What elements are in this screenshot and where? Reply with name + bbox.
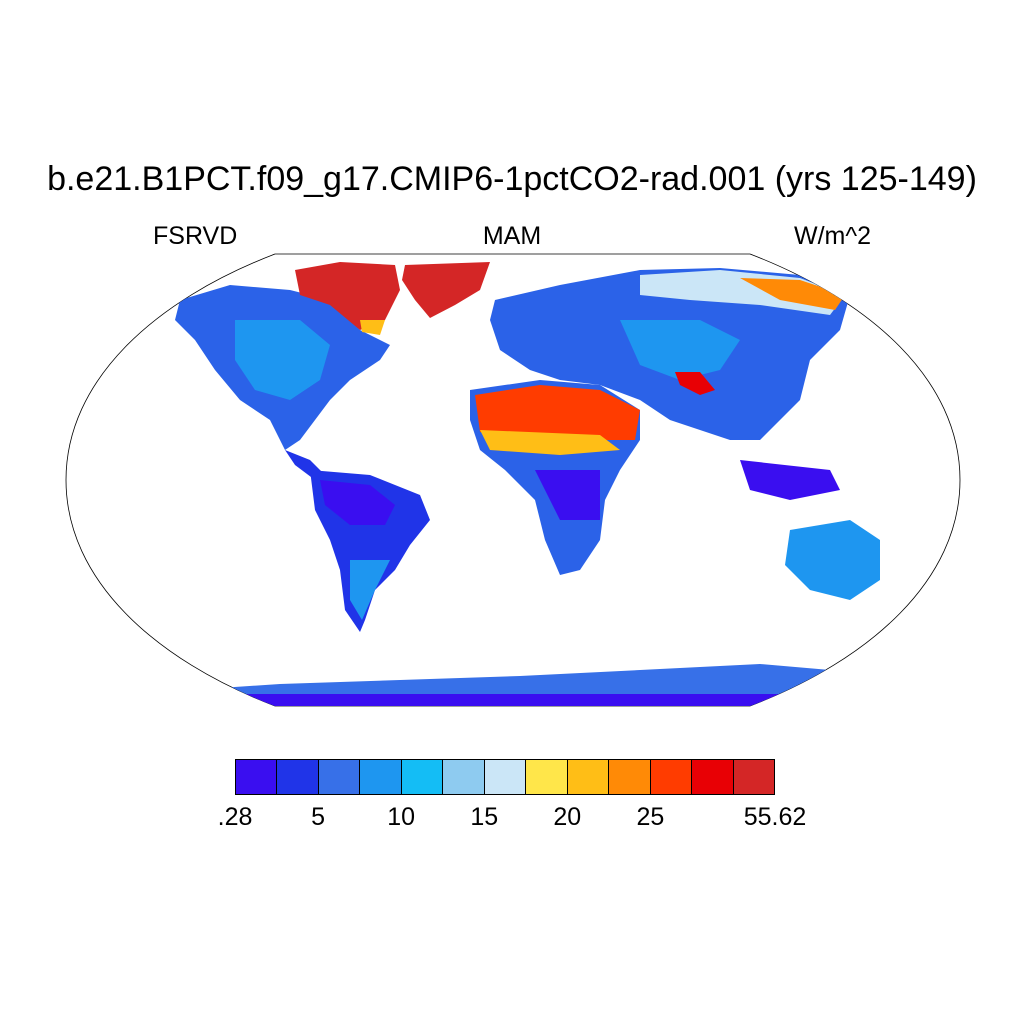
colorbar-box: [484, 760, 527, 794]
congo: [535, 470, 600, 520]
colorbar: [235, 759, 775, 795]
colorbar-tick-label: 25: [636, 803, 665, 831]
antarctica-coast: [220, 694, 830, 706]
colorbar-box: [236, 760, 278, 794]
colorbar-tick-label: 55.62: [743, 803, 807, 831]
season-label: MAM: [482, 222, 542, 250]
units-label: W/m^2: [793, 222, 871, 250]
colorbar-tick-label: 10: [387, 803, 416, 831]
colorbar-box: [443, 760, 485, 794]
colorbar-box: [609, 760, 651, 794]
tibet-hot: [675, 372, 715, 395]
siberia-hot: [740, 278, 845, 310]
greenland: [402, 262, 490, 318]
south-america-core: [320, 480, 395, 525]
colorbar-tick-label: 5: [311, 803, 326, 831]
north-america-interior: [235, 320, 330, 400]
australia: [785, 520, 880, 600]
colorbar-box: [318, 760, 361, 794]
colorbar-tick-label: .28: [217, 803, 253, 831]
indonesia: [740, 460, 840, 500]
plot-title: b.e21.B1PCT.f09_g17.CMIP6-1pctCO2-rad.00…: [47, 160, 977, 198]
south-america-south: [350, 560, 390, 620]
canadian-arctic: [295, 262, 400, 330]
colorbar-box: [526, 760, 568, 794]
sahara: [475, 385, 640, 440]
colorbar-box: [692, 760, 734, 794]
variable-label: FSRVD: [153, 222, 238, 250]
colorbar-box: [650, 760, 693, 794]
arctic-yellow-band: [360, 320, 385, 335]
colorbar-tick-label: 15: [470, 803, 499, 831]
colorbar-box: [401, 760, 444, 794]
colorbar-tick-label: 20: [553, 803, 582, 831]
sahel: [480, 430, 620, 455]
colorbar-box: [277, 760, 319, 794]
colorbar-box: [360, 760, 402, 794]
colorbar-box: [567, 760, 610, 794]
central-asia: [620, 320, 740, 380]
colorbar-box: [733, 760, 775, 794]
